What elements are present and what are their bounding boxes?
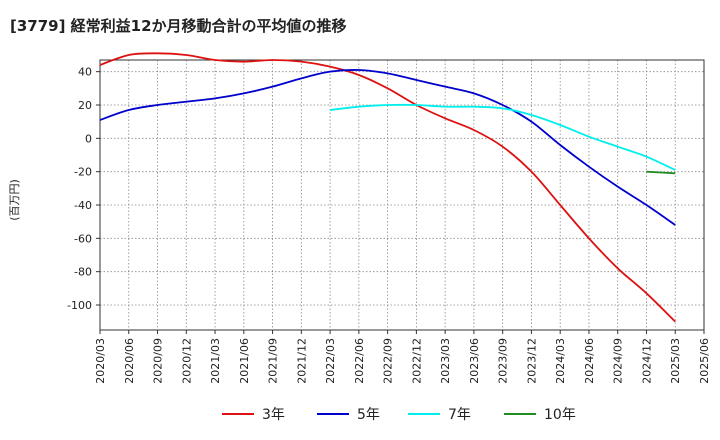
legend-label: 7年 xyxy=(448,407,471,423)
legend-item: 3年 xyxy=(222,407,285,423)
y-tick-label: -100 xyxy=(67,299,92,312)
y-tick-label: -60 xyxy=(74,232,92,245)
x-tick-label: 2021/12 xyxy=(295,338,308,384)
x-tick-label: 2020/09 xyxy=(152,338,165,384)
x-tick-label: 2022/12 xyxy=(410,338,423,384)
legend-label: 5年 xyxy=(357,407,380,423)
y-tick-label: -20 xyxy=(74,166,92,179)
x-tick-label: 2020/12 xyxy=(180,338,193,384)
x-tick-label: 2020/03 xyxy=(94,338,107,384)
x-tick-label: 2024/12 xyxy=(640,338,653,384)
x-tick-label: 2020/06 xyxy=(123,338,136,384)
chart-title: [3779] 経常利益12か月移動合計の平均値の推移 xyxy=(10,17,347,35)
x-tick-label: 2023/03 xyxy=(439,338,452,384)
y-axis-label: (百万円) xyxy=(8,179,21,221)
legend-label: 10年 xyxy=(544,407,576,423)
series-group xyxy=(99,52,676,323)
y-tick-label: -40 xyxy=(74,199,92,212)
x-tick-label: 2023/09 xyxy=(497,338,510,384)
series-line-5年 xyxy=(99,69,676,226)
x-tick-label: 2023/12 xyxy=(525,338,538,384)
x-tick-label: 2025/06 xyxy=(698,338,711,384)
y-tick-label: -80 xyxy=(74,266,92,279)
series-line-7年 xyxy=(329,103,676,171)
series-line-3年 xyxy=(99,52,676,323)
y-axis: 40 20 0 -20 -40 -60 -80 -100 xyxy=(67,66,100,312)
x-tick-label: 2024/06 xyxy=(583,338,596,384)
x-axis: 2020/03 2020/06 2020/09 2020/12 2021/03 2021/… xyxy=(94,330,711,384)
series-line-10年 xyxy=(646,170,676,175)
legend: 3年 5年 7年 10年 xyxy=(222,407,576,423)
legend-item: 10年 xyxy=(504,407,576,423)
x-tick-label: 2024/09 xyxy=(612,338,625,384)
x-tick-label: 2021/03 xyxy=(209,338,222,384)
x-tick-label: 2022/06 xyxy=(353,338,366,384)
x-tick-label: 2021/09 xyxy=(267,338,280,384)
y-tick-label: 40 xyxy=(78,66,92,79)
plot-area xyxy=(99,59,705,331)
x-tick-label: 2022/09 xyxy=(382,338,395,384)
x-tick-label: 2021/06 xyxy=(238,338,251,384)
legend-item: 7年 xyxy=(408,407,471,423)
x-tick-label: 2022/03 xyxy=(324,338,337,384)
legend-label: 3年 xyxy=(262,407,285,423)
x-tick-label: 2023/06 xyxy=(468,338,481,384)
x-tick-label: 2025/03 xyxy=(669,338,682,384)
y-tick-label: 20 xyxy=(78,99,92,112)
x-tick-label: 2024/03 xyxy=(554,338,567,384)
legend-item: 5年 xyxy=(317,407,380,423)
y-tick-label: 0 xyxy=(85,132,92,145)
